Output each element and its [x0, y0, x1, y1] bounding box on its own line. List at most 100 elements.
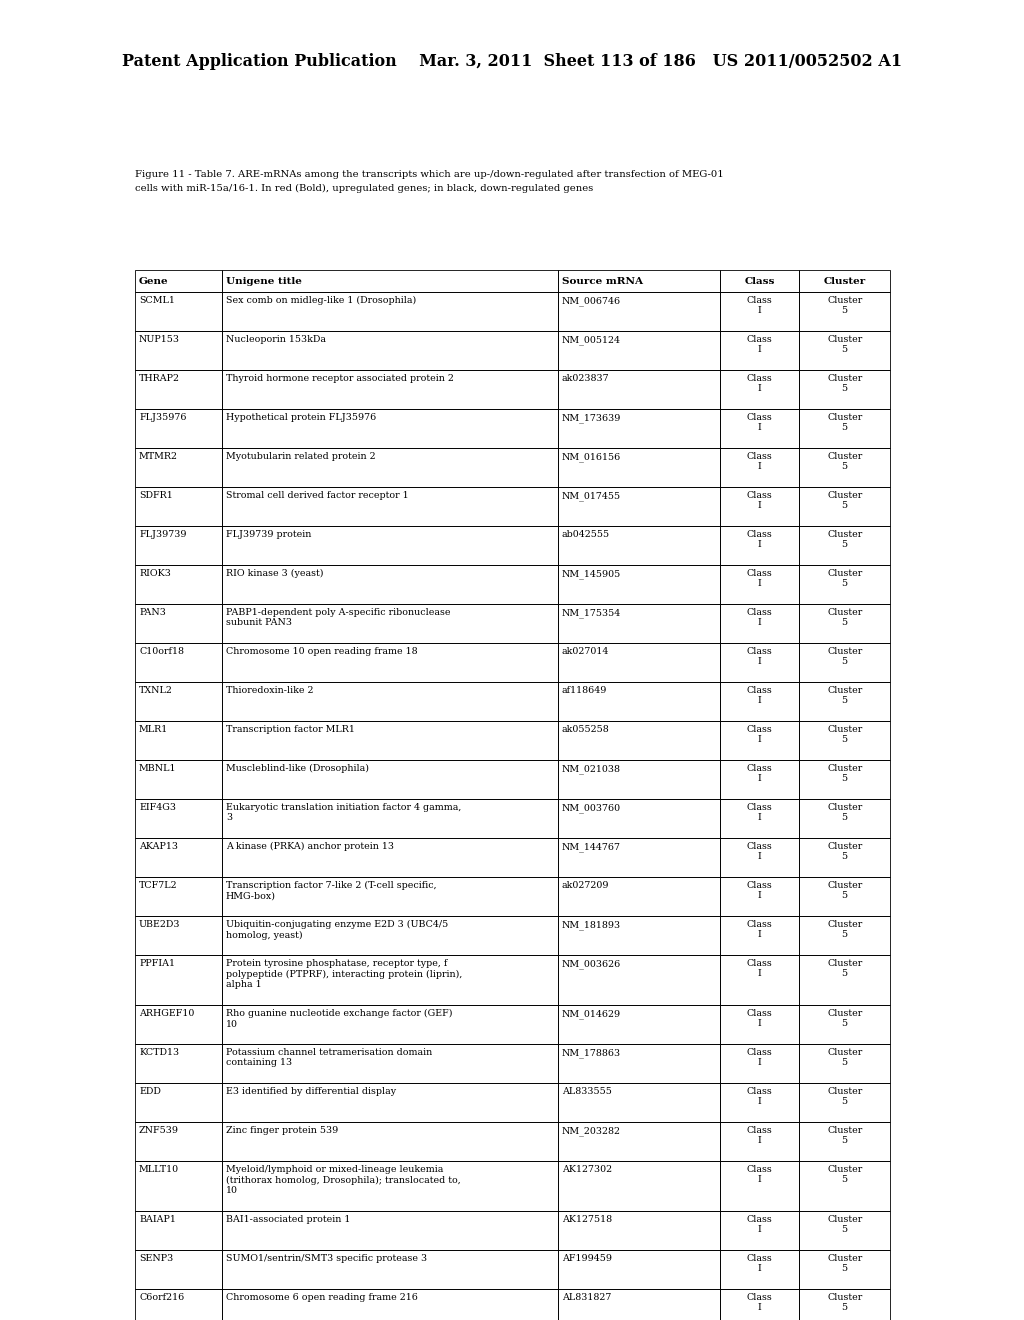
- Text: Class
I: Class I: [746, 1086, 773, 1106]
- Text: Class
I: Class I: [746, 531, 773, 549]
- Bar: [558, 954, 720, 1005]
- Text: NM_145905: NM_145905: [562, 569, 621, 578]
- Text: cells with miR-15a/16-1. In red (Bold), upregulated genes; in black, down-regula: cells with miR-15a/16-1. In red (Bold), …: [135, 183, 593, 193]
- Bar: [135, 1082, 222, 1122]
- Text: Ubiquitin-conjugating enzyme E2D 3 (UBC4/5
homolog, yeast): Ubiquitin-conjugating enzyme E2D 3 (UBC4…: [226, 920, 449, 940]
- Text: Rho guanine nucleotide exchange factor (GEF)
10: Rho guanine nucleotide exchange factor (…: [226, 1008, 453, 1028]
- Text: MLR1: MLR1: [139, 725, 168, 734]
- Bar: [135, 1162, 222, 1210]
- Bar: [720, 1162, 800, 1210]
- Bar: [720, 447, 800, 487]
- Text: NUP153: NUP153: [139, 335, 180, 345]
- Bar: [720, 1044, 800, 1082]
- Text: Cluster
5: Cluster 5: [827, 1166, 862, 1184]
- Bar: [558, 1162, 720, 1210]
- Text: Class
I: Class I: [746, 609, 773, 627]
- Bar: [222, 271, 558, 292]
- Text: SUMO1/sentrin/SMT3 specific protease 3: SUMO1/sentrin/SMT3 specific protease 3: [226, 1254, 427, 1263]
- Bar: [720, 1005, 800, 1044]
- Text: THRAP2: THRAP2: [139, 374, 180, 383]
- Text: ak023837: ak023837: [562, 374, 609, 383]
- Text: C6orf216: C6orf216: [139, 1294, 184, 1302]
- Text: PABP1-dependent poly A-specific ribonuclease
subunit PAN3: PABP1-dependent poly A-specific ribonucl…: [226, 609, 451, 627]
- Bar: [558, 1082, 720, 1122]
- Bar: [800, 682, 890, 721]
- Text: A kinase (PRKA) anchor protein 13: A kinase (PRKA) anchor protein 13: [226, 842, 394, 851]
- Text: Class
I: Class I: [746, 803, 773, 822]
- Text: SENP3: SENP3: [139, 1254, 173, 1263]
- Text: NM_021038: NM_021038: [562, 764, 621, 774]
- Bar: [558, 1005, 720, 1044]
- Text: Potassium channel tetramerisation domain
containing 13: Potassium channel tetramerisation domain…: [226, 1048, 432, 1068]
- Text: Cluster
5: Cluster 5: [827, 725, 862, 744]
- Text: NM_005124: NM_005124: [562, 335, 621, 345]
- Bar: [558, 1290, 720, 1320]
- Text: Hypothetical protein FLJ35976: Hypothetical protein FLJ35976: [226, 413, 376, 422]
- Bar: [800, 1005, 890, 1044]
- Text: NM_175354: NM_175354: [562, 609, 621, 618]
- Text: Chromosome 6 open reading frame 216: Chromosome 6 open reading frame 216: [226, 1294, 418, 1302]
- Bar: [135, 605, 222, 643]
- Text: Class
I: Class I: [746, 920, 773, 940]
- Bar: [558, 487, 720, 525]
- Text: Cluster
5: Cluster 5: [827, 960, 862, 978]
- Bar: [135, 1122, 222, 1162]
- Bar: [222, 1210, 558, 1250]
- Bar: [720, 838, 800, 876]
- Bar: [800, 799, 890, 838]
- Bar: [135, 292, 222, 331]
- Bar: [558, 292, 720, 331]
- Bar: [800, 1044, 890, 1082]
- Bar: [558, 721, 720, 760]
- Text: Myotubularin related protein 2: Myotubularin related protein 2: [226, 451, 376, 461]
- Text: ak055258: ak055258: [562, 725, 609, 734]
- Bar: [558, 605, 720, 643]
- Text: NM_178863: NM_178863: [562, 1048, 621, 1057]
- Bar: [135, 760, 222, 799]
- Text: Class
I: Class I: [746, 960, 773, 978]
- Bar: [135, 1044, 222, 1082]
- Text: TCF7L2: TCF7L2: [139, 880, 177, 890]
- Text: Transcription factor MLR1: Transcription factor MLR1: [226, 725, 354, 734]
- Text: PPFIA1: PPFIA1: [139, 960, 175, 968]
- Bar: [720, 643, 800, 682]
- Bar: [720, 682, 800, 721]
- Bar: [800, 409, 890, 447]
- Text: Cluster
5: Cluster 5: [827, 880, 862, 900]
- Text: Cluster: Cluster: [823, 276, 866, 285]
- Bar: [800, 292, 890, 331]
- Text: Cluster
5: Cluster 5: [827, 609, 862, 627]
- Bar: [135, 1005, 222, 1044]
- Bar: [720, 370, 800, 409]
- Text: Muscleblind-like (Drosophila): Muscleblind-like (Drosophila): [226, 764, 369, 774]
- Text: Protein tyrosine phosphatase, receptor type, f
polypeptide (PTPRF), interacting : Protein tyrosine phosphatase, receptor t…: [226, 960, 462, 989]
- Bar: [222, 1005, 558, 1044]
- Text: Cluster
5: Cluster 5: [827, 1214, 862, 1234]
- Bar: [222, 643, 558, 682]
- Bar: [720, 876, 800, 916]
- Text: FLJ39739: FLJ39739: [139, 531, 186, 539]
- Text: TXNL2: TXNL2: [139, 686, 173, 696]
- Bar: [558, 1210, 720, 1250]
- Text: NM_203282: NM_203282: [562, 1126, 621, 1135]
- Bar: [558, 271, 720, 292]
- Text: Patent Application Publication    Mar. 3, 2011  Sheet 113 of 186   US 2011/00525: Patent Application Publication Mar. 3, 2…: [122, 54, 902, 70]
- Bar: [135, 954, 222, 1005]
- Text: AK127302: AK127302: [562, 1166, 612, 1173]
- Bar: [558, 1250, 720, 1290]
- Text: Class
I: Class I: [746, 296, 773, 315]
- Text: Cluster
5: Cluster 5: [827, 413, 862, 433]
- Bar: [800, 271, 890, 292]
- Bar: [222, 1162, 558, 1210]
- Bar: [135, 799, 222, 838]
- Bar: [222, 954, 558, 1005]
- Text: Class
I: Class I: [746, 1008, 773, 1028]
- Text: Cluster
5: Cluster 5: [827, 764, 862, 783]
- Bar: [222, 525, 558, 565]
- Bar: [800, 447, 890, 487]
- Bar: [720, 331, 800, 370]
- Bar: [135, 370, 222, 409]
- Text: NM_006746: NM_006746: [562, 296, 621, 306]
- Bar: [720, 1250, 800, 1290]
- Text: Thioredoxin-like 2: Thioredoxin-like 2: [226, 686, 313, 696]
